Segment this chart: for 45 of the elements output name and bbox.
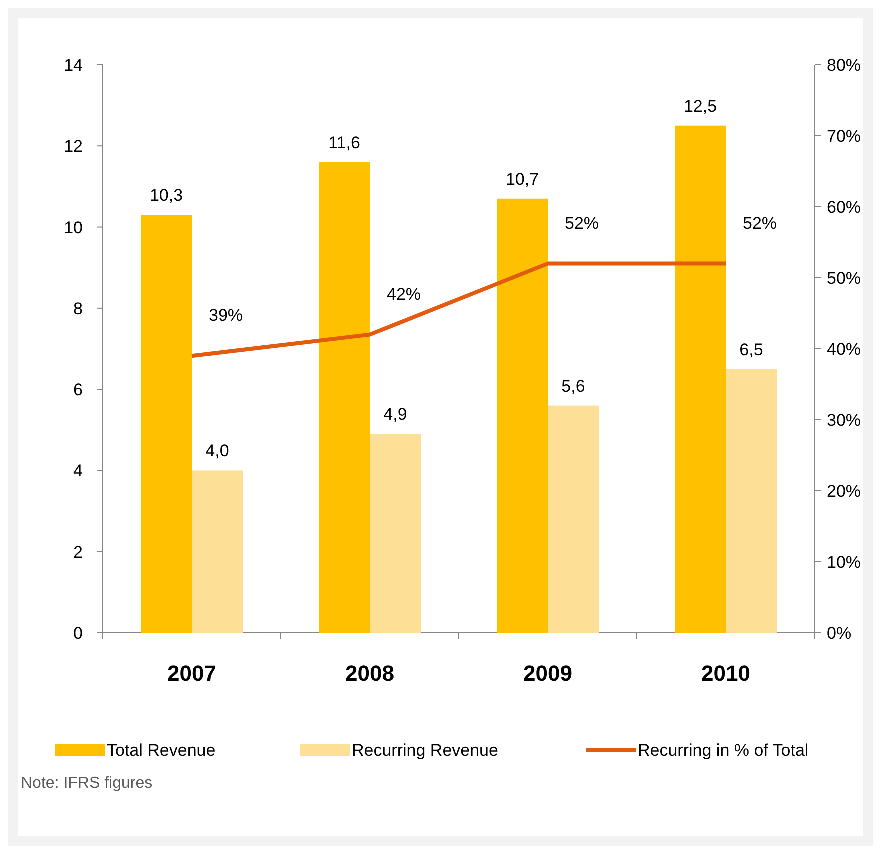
y-tick-label: 12 [64,137,83,156]
legend-label: Total Revenue [107,741,216,760]
y-tick-label: 10 [64,218,83,238]
bar [675,126,726,633]
bar [726,369,777,633]
data-label: 6,5 [740,340,764,360]
legend-label: Recurring Revenue [352,741,498,760]
bar [319,162,370,633]
y2-tick-label: 50% [827,269,862,288]
y2-tick-label: 30% [827,411,862,430]
data-label: 52% [742,214,778,233]
x-tick-label: 2009 [524,661,572,686]
data-label: 10,3 [150,186,184,206]
x-tick-label: 2010 [702,661,750,686]
y2-tick-label: 80% [827,56,862,75]
y2-tick-label: 70% [827,127,862,146]
bar [141,215,192,633]
y-tick-label: 6 [74,380,83,400]
data-label: 42% [386,284,422,304]
bar [548,406,599,633]
y2-tick-label: 60% [827,198,862,217]
data-label: 11,6 [328,133,360,152]
bar [370,434,421,633]
y2-tick-label: 40% [827,340,862,359]
y-tick-label: 4 [74,462,83,481]
data-label: 5,6 [562,376,586,396]
x-tick-label: 2008 [346,661,394,686]
text: Note: IFRS figures [21,775,153,792]
data-label: 4,0 [206,442,230,461]
y-tick-label: 14 [64,56,83,75]
y2-tick-label: 10% [827,553,862,572]
bar [497,198,548,633]
bar [192,470,243,633]
y-tick-label: 0 [74,624,83,643]
data-label: 52% [564,214,600,233]
x-tick-label: 2007 [168,661,216,686]
data-label: 4,9 [384,405,408,424]
y2-tick-label: 20% [827,482,862,501]
y-tick-label: 2 [74,542,83,562]
y2-tick-label: 0% [827,624,852,643]
legend-label: Recurring in % of Total [638,741,809,760]
data-label: 10,7 [506,170,540,189]
y-tick-label: 8 [74,299,83,318]
data-label: 12,5 [684,96,718,116]
data-label: 39% [208,306,244,326]
